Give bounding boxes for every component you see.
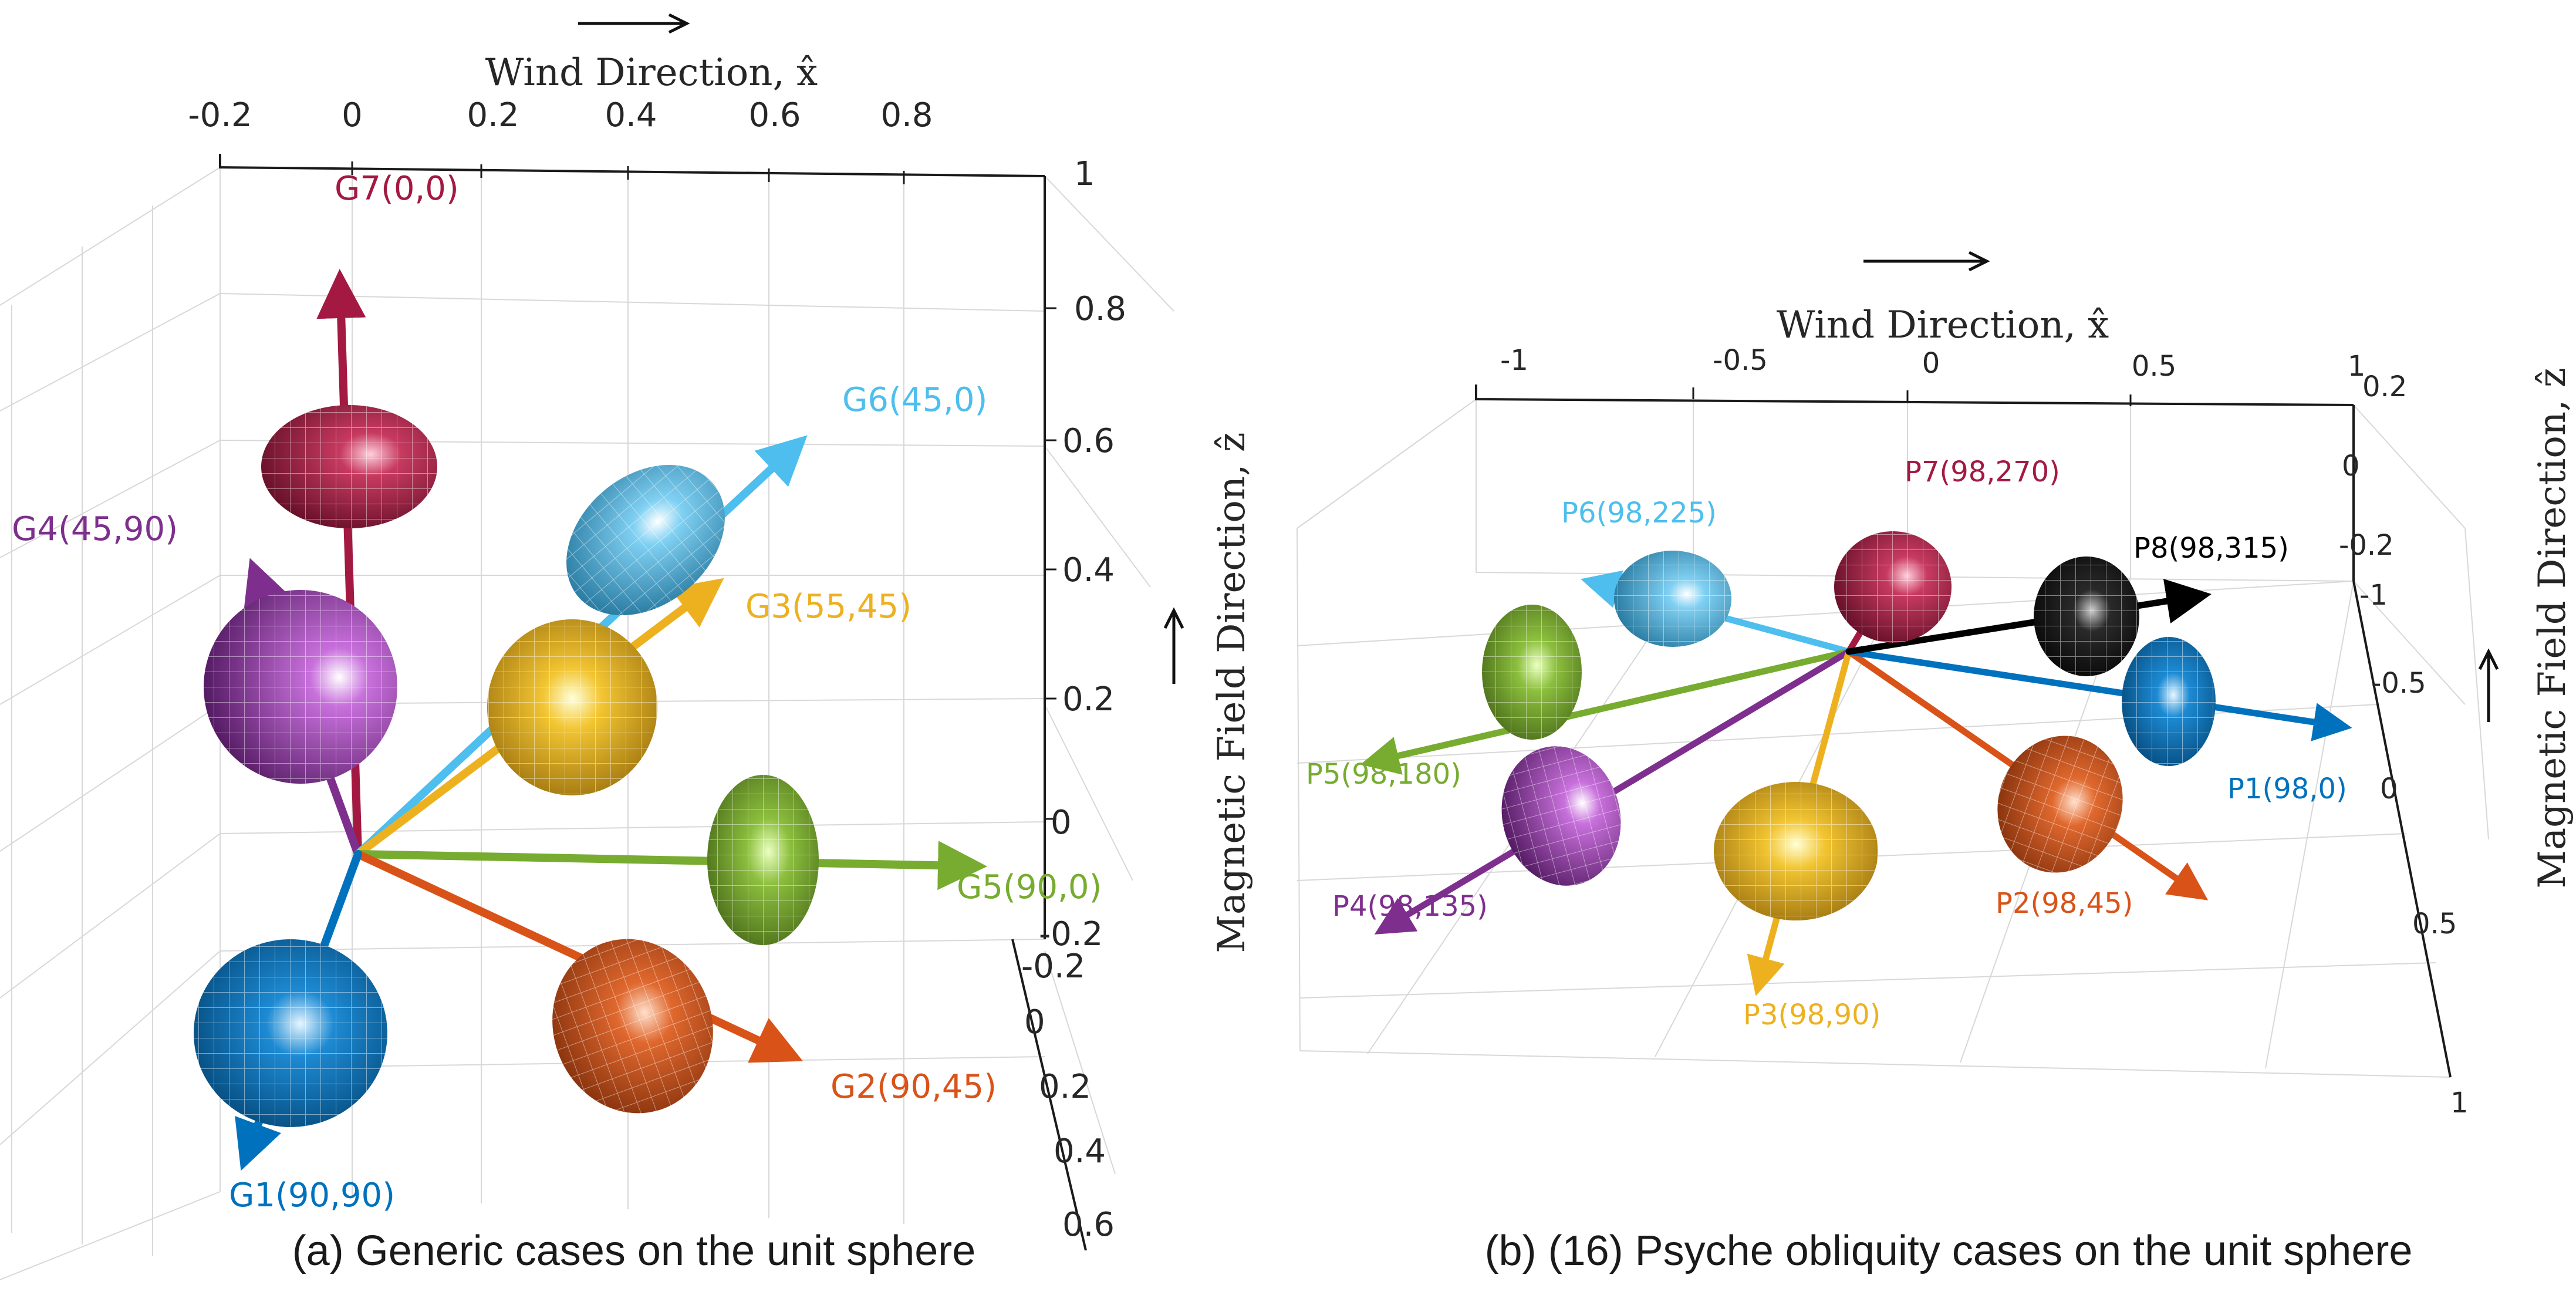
label-g7: G7(0,0): [335, 170, 459, 208]
vector-p4: [1374, 648, 1852, 935]
panel-a-caption: (a) Generic cases on the unit sphere: [292, 1227, 976, 1274]
panel-a-z-direction-arrow: [1163, 607, 1184, 684]
panel-b-z-axis-label: Magnetic Field Direction, ẑ: [2531, 367, 2574, 888]
label-p8: P8(98,315): [2133, 532, 2289, 565]
panel-a-y-ticks: -0.2 0 0.2 0.4 0.6: [1021, 947, 1115, 1244]
panel-a-ztick-0: 1: [1074, 155, 1095, 193]
ellipsoid-p1: [2122, 637, 2216, 766]
vector-g5: [354, 841, 987, 891]
panel-a: -0.2 0 0.2 0.4 0.6 0.8 Wind Direction, x…: [0, 13, 1254, 1280]
panel-a-x-direction-arrow: [578, 13, 690, 34]
panel-b-x-ticks: -1 -0.5 0 0.5 1: [1500, 344, 2365, 383]
panel-b-xtick-4: 1: [2348, 350, 2366, 383]
panel-b-tick-marks: [1692, 387, 2132, 406]
panel-a-spheres: [194, 405, 819, 1127]
panel-a-ytick-3: 0.4: [1054, 1132, 1106, 1171]
panel-b-ztick-1: 0: [2342, 450, 2360, 483]
panel-a-ztick-6: -0.2: [1039, 915, 1103, 953]
label-p7: P7(98,270): [1905, 456, 2060, 488]
ellipsoid-g2: [552, 939, 713, 1114]
panel-a-xtick-2: 0.2: [467, 96, 519, 134]
panel-a-z-ticks: 1 0.8 0.6 0.4 0.2 0 -0.2: [1039, 155, 1126, 953]
ellipsoid-g3: [487, 619, 657, 795]
label-g2: G2(90,45): [830, 1068, 997, 1106]
ellipsoid-p2: [1997, 736, 2123, 873]
panel-a-ztick-4: 0.2: [1062, 680, 1115, 719]
ellipsoid-g1: [194, 939, 387, 1127]
ellipsoid-p6: [1614, 551, 1731, 647]
panel-b-ytick-3: 0.5: [2412, 908, 2457, 940]
panel-a-xtick-1: 0: [342, 96, 363, 134]
panel-a-ytick-4: 0.6: [1062, 1206, 1115, 1244]
panel-b-x-axis-label: Wind Direction, x̂: [1777, 303, 2109, 347]
ellipsoid-p4: [1501, 746, 1621, 886]
panel-a-tick-marks: [351, 161, 1056, 820]
ellipsoid-p5: [1482, 605, 1582, 740]
panel-b-spheres: [1482, 531, 2216, 920]
label-p1: P1(98,0): [2227, 773, 2347, 805]
panel-b-xtick-1: -0.5: [1713, 344, 1768, 377]
ellipsoid-p8: [2034, 556, 2139, 676]
label-g3: G3(55,45): [745, 588, 911, 626]
panel-b-xtick-2: 0: [1922, 347, 1940, 380]
ellipsoid-g6: [566, 464, 725, 616]
panel-b-y-ticks: -1 -0.5 0 0.5 1: [2359, 579, 2469, 1119]
panel-b-labels: P7(98,270) P6(98,225) P8(98,315) P5(98,1…: [1306, 456, 2347, 1031]
panel-a-xtick-3: 0.4: [605, 96, 657, 134]
vector-p5: [1360, 648, 1852, 775]
panel-a-labels: G7(0,0) G6(45,0) G4(45,90) G3(55,45) G5(…: [12, 170, 1102, 1215]
label-g4: G4(45,90): [12, 510, 178, 548]
label-p2: P2(98,45): [1996, 887, 2133, 920]
label-g6: G6(45,0): [842, 381, 987, 419]
panel-b-caption: (b) (16) Psyche obliquity cases on the u…: [1485, 1227, 2413, 1274]
ellipsoid-g7: [261, 405, 437, 528]
ellipsoid-g4: [204, 590, 397, 784]
ellipsoid-p3: [1714, 782, 1878, 920]
panel-b-ytick-0: -1: [2359, 579, 2388, 612]
panel-a-xtick-0: -0.2: [188, 96, 252, 134]
panel-b-xtick-0: -1: [1500, 344, 1528, 377]
panel-b-ytick-4: 1: [2450, 1087, 2469, 1119]
panel-b-xtick-3: 0.5: [2132, 350, 2176, 383]
panel-b-y-axis: [2352, 581, 2452, 1078]
panel-b-grid: [1296, 390, 2489, 1078]
panel-a-y-axis: [1011, 939, 1087, 1251]
panel-b-ytick-2: 0: [2380, 773, 2398, 805]
panel-a-ztick-3: 0.4: [1062, 551, 1115, 589]
panel-a-ytick-0: -0.2: [1021, 947, 1085, 986]
panel-a-x-ticks: -0.2 0 0.2 0.4 0.6 0.8: [188, 96, 933, 134]
label-p6: P6(98,225): [1561, 497, 1717, 529]
label-p5: P5(98,180): [1306, 758, 1461, 791]
panel-a-ztick-2: 0.6: [1062, 422, 1115, 460]
panel-a-ztick-1: 0.8: [1074, 290, 1126, 328]
label-g1: G1(90,90): [229, 1176, 395, 1215]
label-p3: P3(98,90): [1743, 999, 1880, 1031]
panel-b-x-direction-arrow: [1863, 251, 1990, 272]
ellipsoid-g5: [707, 775, 819, 945]
panel-a-ytick-2: 0.2: [1039, 1068, 1091, 1106]
panel-a-x-axis-label: Wind Direction, x̂: [485, 51, 818, 95]
panel-b-ztick-0: 0.2: [2362, 370, 2407, 403]
panel-a-xtick-4: 0.6: [748, 96, 801, 134]
label-p4: P4(98,135): [1332, 890, 1488, 923]
panel-a-x-axis: [219, 154, 1045, 177]
panel-b-z-ticks: 0.2 0 -0.2: [2339, 370, 2407, 562]
panel-a-ztick-5: 0: [1051, 804, 1072, 842]
panel-b-ytick-1: -0.5: [2371, 667, 2426, 700]
ellipsoid-p7: [1834, 531, 1952, 643]
panel-b-ztick-2: -0.2: [2339, 529, 2394, 562]
panel-a-z-axis-label: Magnetic Field Direction, ẑ: [1210, 432, 1254, 953]
panel-b-z-direction-arrow: [2478, 648, 2499, 722]
vector-p1: [1845, 648, 2352, 741]
label-g5: G5(90,0): [957, 868, 1102, 906]
panel-a-ytick-1: 0: [1024, 1003, 1045, 1041]
panel-a-xtick-5: 0.8: [880, 96, 933, 134]
panel-b-x-axis: [1475, 385, 2354, 406]
panel-b: Wind Direction, x̂ -1 -0.5 0 0.5 1 0.2 0…: [1296, 251, 2574, 1274]
